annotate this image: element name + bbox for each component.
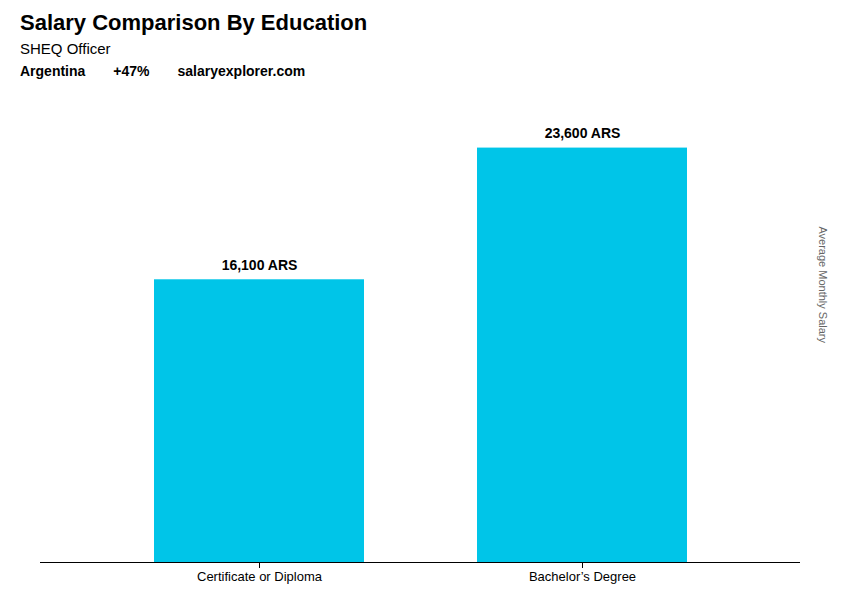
- html-text:Argentina: Argentina: [20, 63, 86, 79]
- svg-text:16,100 ARS: 16,100 ARS: [222, 257, 298, 273]
- svg-text:Average Monthly Salary: Average Monthly Salary: [817, 226, 829, 343]
- html-text:Salary Comparison By Education: Salary Comparison By Education: [20, 10, 368, 35]
- html-text:salaryexplorer.com: salaryexplorer.com: [177, 63, 306, 79]
- svg-text:Certificate or Diploma: Certificate or Diploma: [197, 569, 323, 584]
- svg-text:23,600 ARS: 23,600 ARS: [545, 125, 621, 141]
- svg-text:Bachelor’s Degree: Bachelor’s Degree: [529, 569, 636, 584]
- html-text:SHEQ Officer: SHEQ Officer: [20, 40, 111, 57]
- html-text:+47%: +47%: [113, 63, 150, 79]
